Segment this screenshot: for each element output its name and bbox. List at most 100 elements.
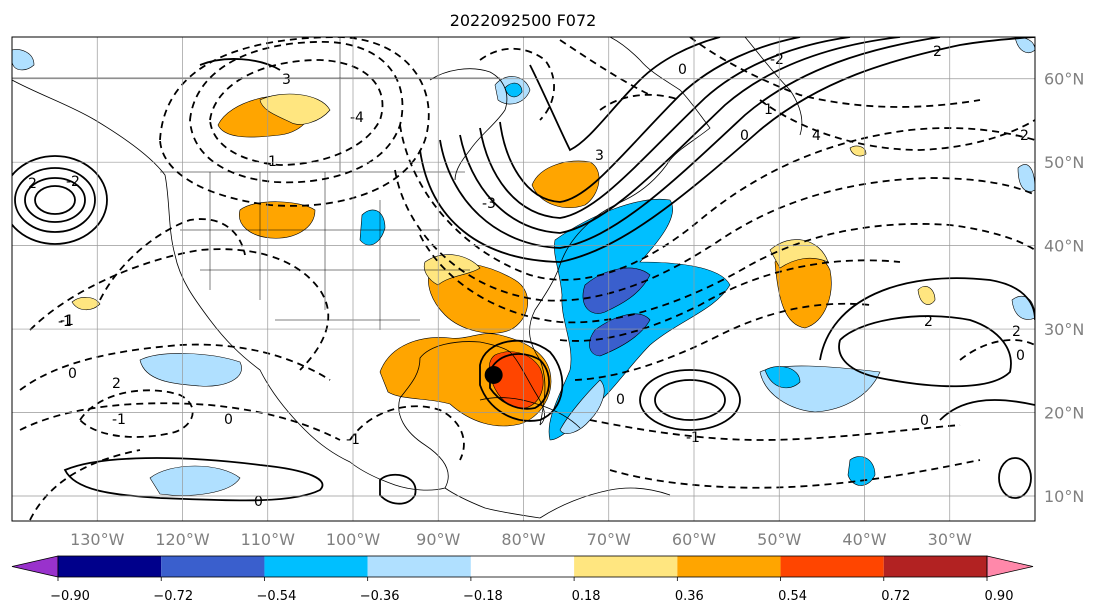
coastline-south-america xyxy=(539,487,671,519)
colorbar-tick-label: 0.72 xyxy=(881,589,910,604)
gridlines xyxy=(12,37,1035,521)
contour-label: -4 xyxy=(350,110,364,126)
dcontour-greenland-1 xyxy=(559,39,651,96)
shade-eastatl-blue xyxy=(764,366,801,389)
contour-pacific-low-2 xyxy=(24,177,86,223)
latitude-ticks: 60°N 50°N 40°N 30°N 20°N 10°N xyxy=(1044,70,1084,506)
latitude-tick-label: 40°N xyxy=(1044,237,1084,256)
contour-label: 0 xyxy=(678,62,687,78)
contour-label: 3 xyxy=(282,72,291,88)
colorbar-tick-label: 0.54 xyxy=(778,589,807,604)
longitude-tick-label: 100°W xyxy=(326,530,381,549)
colorbar-segment xyxy=(264,556,368,577)
coastline-greenland xyxy=(744,37,803,136)
longitude-tick-label: 40°W xyxy=(842,530,886,549)
colorbar-extend-high xyxy=(986,555,1034,578)
colorbar-frame xyxy=(57,555,988,578)
latitude-tick-label: 60°N xyxy=(1044,70,1084,89)
contour-label: -1 xyxy=(58,314,72,330)
colorbar: −0.90 −0.72 −0.54 −0.36 −0.18 0.18 0.36 0.54 0.7… xyxy=(11,555,1034,604)
contour-label: 1 xyxy=(764,102,773,118)
contour-label: 2 xyxy=(112,376,121,392)
longitude-tick-label: 30°W xyxy=(928,530,972,549)
contour-jet-2 xyxy=(439,37,941,249)
contour-label: 3 xyxy=(595,148,604,164)
dcontour-west-5 xyxy=(78,389,194,438)
shade-lightblue-e xyxy=(1017,164,1035,192)
dcontour-west-6 xyxy=(29,449,141,521)
dcontour-greenland-3 xyxy=(759,99,1035,151)
colorbar-segment xyxy=(677,556,781,577)
map-frame xyxy=(11,36,1036,522)
contour-label: 0 xyxy=(616,392,625,408)
colorbar-segment xyxy=(470,556,575,577)
contour-label: -2 xyxy=(770,52,784,68)
shade-lightblue-nw xyxy=(12,49,35,71)
shade-yellow-nw-pacific xyxy=(71,297,101,311)
contour-jet-5 xyxy=(499,37,801,203)
shade-plains-orange xyxy=(239,201,316,239)
latitude-tick-label: 30°N xyxy=(1044,320,1084,339)
contour-florida-2 xyxy=(479,339,564,422)
contour-pacific-south xyxy=(63,457,324,502)
colorbar-segment xyxy=(58,556,162,577)
contour-label: -1 xyxy=(112,412,126,428)
latitude-tick-label: 20°N xyxy=(1044,404,1084,423)
contour-jet-4 xyxy=(479,37,851,219)
contour-label: 0 xyxy=(254,494,263,510)
colorbar-segment xyxy=(367,556,471,577)
shade-ne-orange xyxy=(531,160,600,208)
longitude-tick-label: 60°W xyxy=(672,530,716,549)
contour-label: 2 xyxy=(933,44,942,60)
latitude-tick-label: 10°N xyxy=(1044,487,1084,506)
contours-dashed xyxy=(19,37,1035,521)
contour-florida-1 xyxy=(489,353,550,410)
contour-label: -1 xyxy=(60,313,74,329)
colorbar-tick-label: −0.72 xyxy=(153,589,193,604)
dcontour-west-3 xyxy=(19,343,331,391)
contour-label: -1 xyxy=(686,430,700,446)
longitude-tick-label: 50°W xyxy=(757,530,801,549)
contour-sa-1 xyxy=(379,473,417,505)
dcontour-trough-2 xyxy=(394,169,1035,302)
dcontour-canada-3 xyxy=(159,37,430,207)
coastline-central-america xyxy=(444,487,541,519)
contours-solid xyxy=(12,37,1035,505)
dcontour-atl-4 xyxy=(609,459,981,489)
dcontour-canada-1 xyxy=(209,59,384,166)
colorbar-segment xyxy=(883,556,987,577)
dcontour-greenland-2 xyxy=(689,37,981,108)
contour-label: 2 xyxy=(28,176,37,192)
contour-label: 4 xyxy=(812,128,821,144)
shade-atlantic-royalblue xyxy=(582,267,651,314)
colorbar-segment xyxy=(161,556,265,577)
colorbar-tick-label: −0.36 xyxy=(360,589,400,604)
colorbar-tick-label: 0.90 xyxy=(985,589,1014,604)
contour-label: 2 xyxy=(1012,324,1021,340)
contour-jet-1 xyxy=(419,37,1035,263)
storm-center-marker xyxy=(484,365,503,384)
coastline-gulf xyxy=(398,341,545,489)
dcontour-atl-1 xyxy=(559,259,901,342)
colorbar-tick-label: 0.18 xyxy=(572,589,601,604)
coastline-hudson xyxy=(429,68,508,181)
coastline-north-america-west xyxy=(12,79,446,491)
shade-yellow-nf xyxy=(849,145,867,157)
contour-eastatl-1 xyxy=(838,315,1012,388)
contour-pacific-low-4 xyxy=(12,155,108,245)
dcontour-far-e xyxy=(959,339,1035,361)
longitude-ticks: 130°W 120°W 110°W 100°W 90°W 80°W 70°W 60°W 50°W… xyxy=(70,530,972,549)
contour-atl-low-2 xyxy=(654,379,726,421)
shade-yellow-se xyxy=(917,286,936,305)
colorbar-tick-label: −0.54 xyxy=(257,589,297,604)
contour-jet-3 xyxy=(459,37,901,234)
shade-glakes-blue xyxy=(359,209,386,246)
colorbar-tick-label: −0.18 xyxy=(463,589,503,604)
longitude-tick-label: 120°W xyxy=(155,530,210,549)
longitude-tick-label: 130°W xyxy=(70,530,125,549)
longitude-tick-label: 70°W xyxy=(587,530,631,549)
colorbar-tick-label: −0.90 xyxy=(50,589,90,604)
dcontour-canada-2 xyxy=(189,41,404,184)
contour-label: -3 xyxy=(482,196,496,212)
contour-pacific-low-3 xyxy=(34,185,76,215)
